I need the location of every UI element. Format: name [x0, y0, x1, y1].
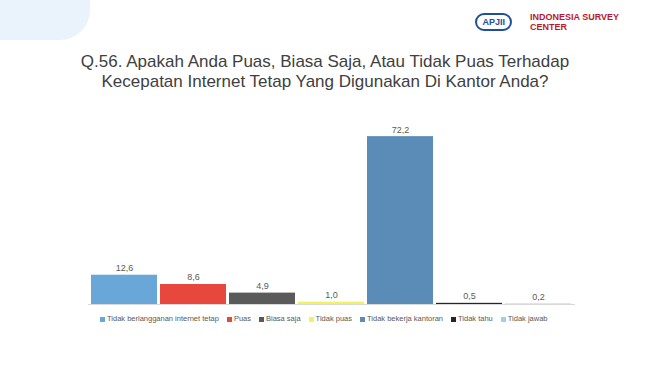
- svg-text:8,6: 8,6: [187, 272, 200, 282]
- html-text:Tidak puas: Tidak puas: [315, 314, 352, 323]
- svg-text:0,2: 0,2: [532, 292, 545, 302]
- svg-text:72,2: 72,2: [392, 125, 410, 135]
- html-text:Tidak jawab: Tidak jawab: [507, 314, 548, 323]
- html-text:Tidak berlangganan internet te: Tidak berlangganan internet tetap: [107, 314, 219, 323]
- html-text:Puas: Puas: [233, 314, 251, 323]
- html-text:APJII: APJII: [482, 17, 505, 27]
- html-text:Tidak bekerja kantoran: Tidak bekerja kantoran: [367, 314, 443, 323]
- svg-text:1,0: 1,0: [325, 290, 338, 300]
- html-text:Tidak tahu: Tidak tahu: [458, 314, 493, 323]
- svg-text:12,6: 12,6: [116, 263, 134, 273]
- svg-text:4,9: 4,9: [256, 281, 269, 291]
- html-text:Biasa saja: Biasa saja: [266, 314, 301, 323]
- html-text:INDONESIA SURVEY CENTER: INDONESIA SURVEY CENTER: [530, 12, 619, 32]
- svg-text:0,5: 0,5: [463, 291, 476, 301]
- html-text:Q.56. Apakah Anda Puas, Biasa: Q.56. Apakah Anda Puas, Biasa Saja, Atau…: [80, 52, 570, 91]
